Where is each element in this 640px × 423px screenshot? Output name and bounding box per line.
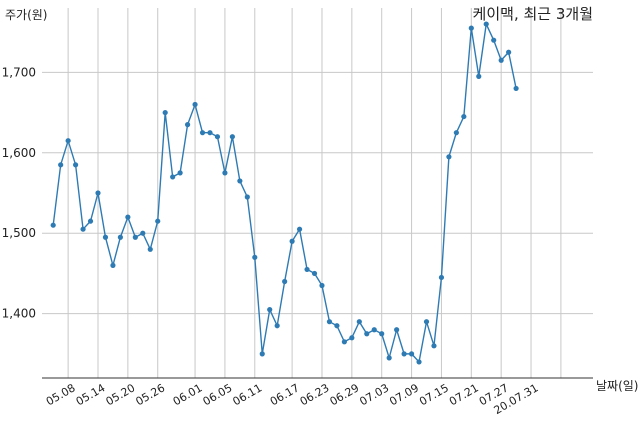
- data-point: [371, 327, 377, 333]
- data-point: [461, 113, 467, 120]
- data-point: [513, 85, 519, 92]
- data-point: [184, 122, 191, 128]
- data-point: [498, 57, 504, 63]
- data-point: [162, 109, 168, 116]
- x-tick-label: 05.26: [133, 381, 167, 408]
- data-point: [341, 339, 347, 345]
- y-axis-label: 주가(원): [5, 8, 47, 22]
- data-point: [207, 130, 213, 136]
- data-point: [65, 138, 71, 144]
- x-tick-label: 05.20: [104, 381, 138, 408]
- x-tick-label: 07.15: [417, 381, 451, 408]
- data-point: [491, 37, 497, 43]
- data-point: [244, 194, 250, 200]
- data-point: [311, 270, 318, 277]
- data-point: [453, 130, 459, 136]
- data-point: [117, 234, 123, 240]
- data-point: [394, 327, 400, 333]
- x-tick-label: 07.03: [357, 381, 391, 408]
- data-point: [87, 218, 94, 224]
- data-point: [267, 307, 273, 313]
- data-point: [431, 343, 437, 349]
- data-point: [506, 49, 512, 55]
- data-point: [177, 170, 183, 176]
- data-point: [334, 323, 340, 329]
- data-point: [438, 274, 445, 281]
- data-point: [476, 73, 482, 79]
- data-point: [364, 331, 370, 337]
- data-point: [155, 218, 161, 224]
- data-point: [125, 214, 131, 220]
- x-tick-label: 06.29: [328, 381, 362, 408]
- data-point: [132, 234, 138, 240]
- data-point: [58, 162, 64, 168]
- y-tick-label: 1,600: [2, 146, 36, 160]
- x-tick-label: 06.23: [298, 381, 332, 408]
- data-point: [170, 174, 176, 180]
- data-point: [95, 190, 101, 196]
- data-point: [140, 230, 146, 236]
- x-tick-label: 06.01: [171, 381, 205, 408]
- data-point: [274, 323, 280, 329]
- data-point: [356, 319, 362, 325]
- x-tick-label: 05.14: [74, 381, 108, 408]
- x-tick-label: 07.21: [447, 381, 481, 408]
- data-point: [446, 154, 452, 160]
- series-layer: [52, 21, 517, 364]
- x-tick-label: 06.17: [268, 381, 302, 408]
- data-point: [282, 278, 288, 285]
- data-point: [252, 254, 258, 260]
- data-point: [50, 222, 56, 228]
- y-tick-label: 1,400: [2, 307, 36, 321]
- data-point: [401, 351, 407, 357]
- x-tick-label: 05.08: [44, 381, 78, 408]
- x-tick-label: 06.11: [231, 381, 265, 408]
- data-point: [222, 170, 228, 176]
- x-axis-label: 날짜(일): [596, 379, 638, 393]
- data-point: [386, 355, 392, 361]
- data-point: [147, 246, 153, 252]
- point-layer: [50, 21, 519, 365]
- data-point: [304, 266, 310, 273]
- series-line: [52, 21, 517, 364]
- data-point: [214, 134, 221, 140]
- data-point: [379, 331, 385, 337]
- grid-layer: [42, 8, 593, 378]
- y-tick-label: 1,700: [2, 65, 36, 79]
- data-point: [72, 162, 79, 168]
- data-point: [237, 178, 243, 184]
- chart-title: 케이맥, 최근 3개월: [473, 5, 593, 23]
- data-point: [423, 319, 430, 325]
- data-point: [408, 351, 415, 357]
- data-point: [349, 335, 355, 341]
- data-point: [229, 134, 235, 140]
- y-tick-labels: 1,400 1,500 1,600 1,700: [2, 65, 36, 320]
- data-point: [80, 226, 86, 232]
- data-point: [110, 262, 116, 268]
- data-point: [289, 238, 295, 244]
- data-point: [192, 101, 198, 108]
- data-point: [259, 351, 265, 357]
- data-point: [102, 234, 109, 240]
- data-point: [416, 359, 422, 365]
- data-point: [319, 282, 325, 289]
- data-point: [199, 130, 206, 136]
- x-tick-label: 06.05: [201, 381, 235, 408]
- data-point: [326, 319, 333, 325]
- y-tick-label: 1,500: [2, 226, 36, 240]
- data-point: [296, 226, 303, 232]
- data-point: [483, 21, 489, 27]
- data-point: [468, 25, 474, 31]
- x-tick-label: 07.09: [387, 381, 421, 408]
